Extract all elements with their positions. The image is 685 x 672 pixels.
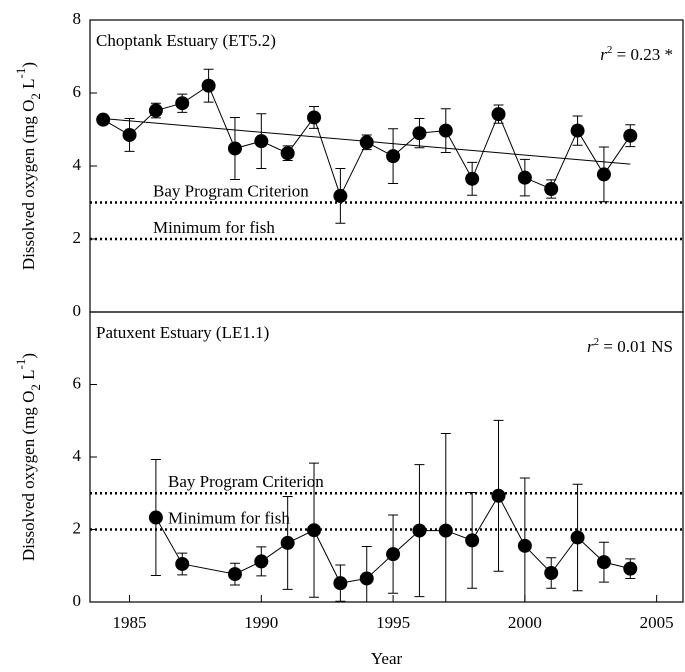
data-point	[148, 510, 163, 525]
data-point	[148, 103, 163, 118]
x-tick-label: 1995	[376, 613, 410, 632]
annotation-rest: = 0.23 *	[612, 45, 673, 64]
y-tick-label: 2	[73, 518, 82, 537]
x-tick-label: 1985	[113, 613, 147, 632]
data-point	[201, 78, 216, 93]
x-tick-label: 2005	[640, 613, 674, 632]
y-tick-label: 2	[73, 228, 82, 247]
annotation: r2 = 0.23 *	[600, 44, 673, 64]
x-tick-label: 1990	[244, 613, 278, 632]
data-point	[175, 96, 190, 111]
plot-frame	[89, 19, 684, 313]
data-point	[175, 556, 190, 571]
panel-title: Choptank Estuary (ET5.2)	[96, 31, 276, 50]
y-tick-label: 4	[73, 155, 82, 174]
data-point	[359, 571, 374, 586]
data-point	[544, 566, 559, 580]
data-point	[623, 128, 638, 143]
y-tick-label: 4	[73, 446, 82, 465]
annotation: r2 = 0.01 NS	[587, 336, 673, 356]
y-axis-label: Dissolved oxygen (mg O2 L-1)	[13, 62, 43, 270]
y-label-part: )	[19, 353, 38, 359]
data-point	[254, 134, 269, 149]
y-axis-label: Dissolved oxygen (mg O2 L-1)	[13, 353, 43, 561]
data-point	[412, 126, 427, 141]
y-label-part: Dissolved oxygen (mg O	[19, 100, 38, 270]
data-point	[280, 535, 295, 550]
data-point	[438, 123, 453, 138]
y-label-part: )	[19, 62, 38, 68]
x-tick-label: 2000	[508, 613, 542, 632]
data-point	[254, 554, 269, 569]
data-point	[227, 567, 242, 582]
reference-label: Bay Program Criterion	[168, 472, 324, 491]
plot-area	[96, 68, 638, 224]
data-point	[491, 488, 506, 503]
x-axis-label: Year	[371, 649, 403, 668]
data-point	[570, 530, 585, 545]
annotation-base: r	[587, 337, 594, 356]
data-point	[333, 576, 348, 591]
data-point	[412, 523, 427, 538]
y-label-part: L	[19, 369, 38, 384]
data-point	[438, 523, 453, 538]
data-point	[386, 547, 401, 562]
annotation-sup: 2	[607, 44, 613, 56]
data-point	[570, 123, 585, 138]
y-tick-label: 6	[73, 82, 82, 101]
data-point	[596, 167, 611, 182]
reference-label: Bay Program Criterion	[153, 181, 309, 200]
data-point	[307, 523, 322, 538]
data-point	[307, 110, 322, 125]
data-point	[359, 135, 374, 150]
y-label-part: 2	[28, 384, 43, 391]
annotation-sup: 2	[594, 336, 600, 348]
data-point	[465, 171, 480, 186]
y-tick-label: 6	[73, 373, 82, 392]
data-point	[517, 170, 532, 185]
annotation-rest: = 0.01 NS	[599, 337, 673, 356]
plot-area	[148, 419, 638, 602]
data-point	[280, 146, 295, 161]
y-tick-label: 0	[73, 591, 82, 610]
annotation-base: r	[600, 45, 607, 64]
reference-label: Minimum for fish	[168, 508, 290, 527]
data-point	[517, 538, 532, 553]
y-label-part: Dissolved oxygen (mg O	[19, 391, 38, 561]
data-point	[333, 188, 348, 203]
y-label-part: -1	[13, 68, 28, 79]
data-point	[465, 533, 480, 548]
data-point	[596, 555, 611, 570]
y-tick-label: 0	[73, 301, 82, 320]
data-point	[623, 561, 638, 576]
data-point	[96, 112, 111, 127]
y-tick-label: 8	[73, 9, 82, 28]
reference-label: Minimum for fish	[153, 218, 275, 237]
panel-title: Patuxent Estuary (LE1.1)	[96, 323, 269, 342]
y-label-part: -1	[13, 359, 28, 370]
y-label-part: 2	[28, 93, 43, 100]
data-point	[227, 141, 242, 156]
data-point	[122, 127, 137, 142]
data-point	[544, 181, 559, 196]
data-point	[386, 149, 401, 164]
data-point	[491, 107, 506, 122]
y-label-part: L	[19, 78, 38, 93]
